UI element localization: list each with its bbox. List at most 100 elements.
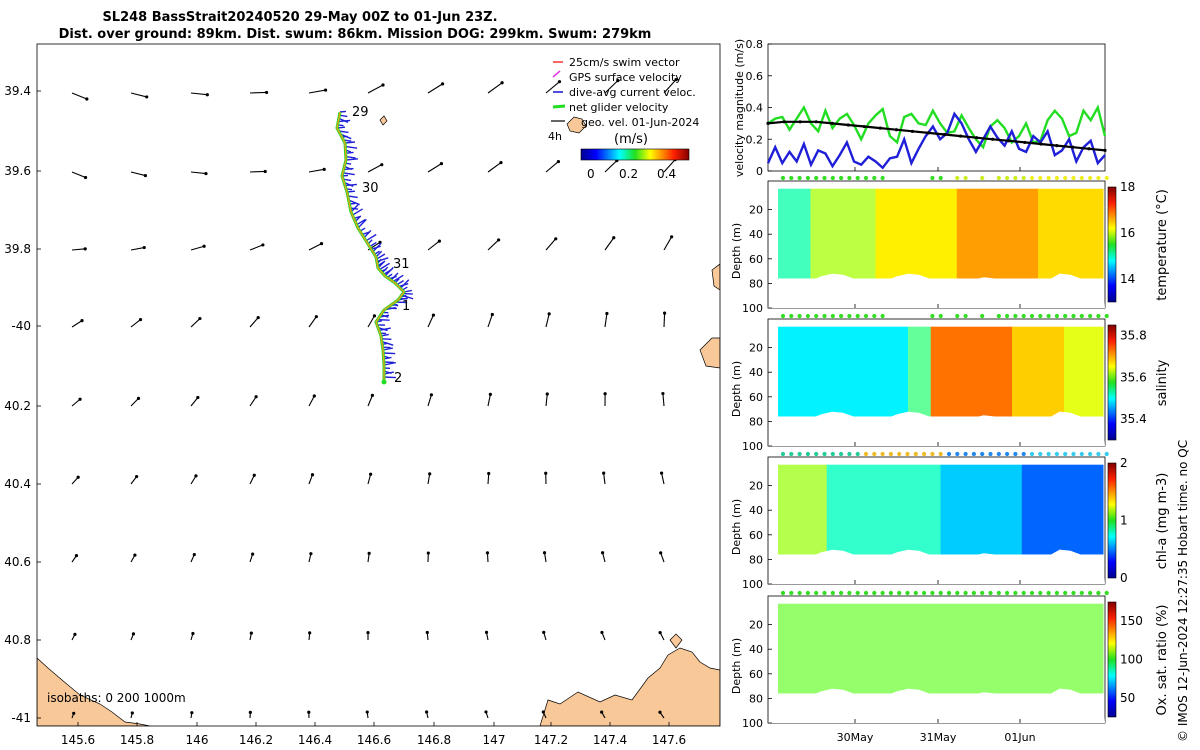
geo-vector-head	[365, 710, 369, 714]
geo-vector	[487, 82, 503, 94]
surface-sample-dot	[822, 175, 827, 181]
dive-avg-vector	[392, 274, 404, 283]
geo-vector	[661, 473, 665, 485]
geo-vector	[249, 317, 259, 328]
geo-vector	[249, 475, 255, 485]
surface-sample-dot	[797, 175, 802, 181]
surface-sample-dot	[863, 175, 869, 181]
geo-vector-head	[83, 247, 87, 251]
surface-sample-dot	[863, 313, 869, 319]
surface-sample-dot	[872, 590, 877, 596]
surface-sample-dot	[1063, 590, 1068, 596]
colorbar-label: salinity	[1155, 359, 1170, 406]
colorbar-tick-label: 2	[1120, 456, 1128, 470]
geo-vector-head	[425, 710, 429, 714]
map-axes-frame	[36, 43, 721, 727]
surface-sample-dot	[1088, 175, 1093, 181]
geo-vector	[367, 395, 373, 407]
surface-sample-dot	[1096, 313, 1101, 319]
surface-sample-dot	[805, 175, 811, 181]
surface-sample-dot	[1088, 313, 1093, 319]
depth-tick-label: 60	[749, 529, 763, 542]
velocity-y-label: velocity magnitude (m/s)	[733, 39, 746, 177]
surface-sample-dot	[814, 451, 819, 457]
time-tick-label: 30May	[837, 731, 874, 744]
geo-vector	[308, 316, 317, 328]
lon-tick-label: 146.4	[298, 733, 332, 747]
section-colorbar	[1107, 324, 1117, 441]
depth-tick-label: 60	[749, 253, 763, 266]
geo-vector	[367, 84, 384, 94]
geo-velocity-point	[814, 120, 818, 124]
surface-sample-dot	[1063, 451, 1068, 457]
seafloor-mask	[768, 688, 1105, 723]
surface-sample-dot	[1063, 175, 1068, 181]
seafloor-mask	[768, 273, 1105, 308]
dive-avg-vector	[376, 257, 389, 263]
dive-avg-vector	[352, 208, 363, 216]
geo-velocity-point	[942, 132, 947, 137]
geo-vector-head	[323, 88, 328, 92]
isobaths-legend: isobaths: 0 200 1000m	[47, 691, 186, 705]
geo-vector	[427, 163, 442, 173]
surface-sample-dot	[963, 451, 968, 457]
geo-vector-head	[602, 471, 606, 475]
seafloor-mask	[768, 549, 1105, 584]
surface-sample-dot	[872, 175, 877, 181]
geo-vector-head	[314, 315, 318, 319]
surface-sample-dot	[1063, 313, 1068, 319]
geo-vector-head	[322, 167, 326, 171]
dive-avg-vector	[399, 279, 410, 289]
time-tick-label: 01Jun	[1004, 731, 1035, 744]
geo-vector-head	[251, 552, 255, 556]
geo-vector	[190, 397, 199, 407]
surface-sample-dot	[1005, 175, 1010, 181]
geo-vector	[249, 396, 257, 407]
geo-vector-head	[312, 394, 316, 398]
depth-axis-label: Depth (m)	[730, 361, 743, 417]
geo-vector-head	[138, 317, 143, 322]
geo-vector-head	[202, 244, 206, 248]
section-panel-temperature: 20 40 60 80 100 Depth (m) 14 16 18 temperature (°…	[730, 175, 1170, 315]
surface-sample-dot	[1104, 590, 1109, 596]
surface-sample-dot	[863, 590, 869, 596]
surface-sample-dot	[1005, 590, 1010, 596]
track-day-label: 29	[352, 105, 369, 120]
dive-avg-vector	[372, 242, 382, 253]
geo-vector-head	[616, 79, 620, 83]
section-data-block	[875, 188, 958, 279]
geo-vector-head	[133, 553, 137, 557]
geo-velocity-point	[846, 123, 850, 127]
tasmania-coast-land	[37, 657, 151, 726]
colorbar-tick-label: 16	[1120, 226, 1135, 240]
geo-vector	[427, 240, 440, 251]
surface-sample-dot	[1013, 451, 1018, 457]
surface-sample-dot	[805, 451, 811, 457]
velocity-tick-label: 0.2	[746, 133, 764, 146]
geo-velocity-point	[1103, 148, 1107, 152]
surface-sample-dot	[930, 313, 935, 319]
depth-tick-label: 80	[749, 415, 763, 428]
track-day-label: 31	[393, 257, 410, 272]
depth-axis-label: Depth (m)	[730, 499, 743, 555]
depth-tick-label: 20	[749, 342, 763, 355]
surface-sample-dot	[1046, 451, 1051, 457]
geo-vector	[308, 395, 315, 407]
depth-tick-label: 60	[749, 391, 763, 404]
surface-sample-dot	[880, 451, 885, 457]
seafloor-mask	[768, 411, 1105, 446]
dive-avg-vector	[347, 195, 358, 199]
geo-vector-head	[205, 93, 209, 97]
dive-avg-vector	[378, 327, 391, 332]
colorbar-tick-label: 35.4	[1120, 412, 1147, 426]
geo-vector-head	[670, 235, 674, 239]
geo-vector-head	[192, 552, 196, 557]
depth-tick-label: 80	[749, 277, 763, 290]
geo-vector-head	[142, 245, 146, 250]
section-data-block	[1012, 326, 1065, 417]
geo-vector-head	[204, 171, 208, 176]
lon-tick-label: 147	[483, 733, 506, 747]
depth-tick-label: 20	[749, 480, 763, 493]
dive-avg-vector	[345, 158, 359, 161]
section-data-block	[1038, 188, 1104, 279]
